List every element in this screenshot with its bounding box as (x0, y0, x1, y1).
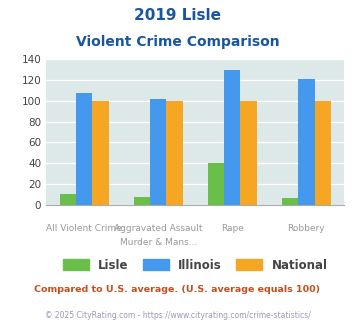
Text: Murder & Mans...: Murder & Mans... (120, 238, 197, 247)
Text: Aggravated Assault: Aggravated Assault (114, 224, 202, 233)
Text: © 2025 CityRating.com - https://www.cityrating.com/crime-statistics/: © 2025 CityRating.com - https://www.city… (45, 311, 310, 320)
Bar (208, 163, 224, 205)
Text: All Violent Crime: All Violent Crime (46, 224, 122, 233)
Bar (166, 101, 183, 205)
Bar (150, 99, 166, 205)
Text: Rape: Rape (221, 224, 244, 233)
Bar (282, 198, 298, 205)
Text: 2019 Lisle: 2019 Lisle (134, 8, 221, 23)
Bar (92, 101, 109, 205)
Bar (76, 93, 92, 205)
Text: Violent Crime Comparison: Violent Crime Comparison (76, 35, 279, 49)
Text: Robbery: Robbery (288, 224, 325, 233)
Bar (60, 194, 76, 205)
Bar (315, 101, 331, 205)
Bar (298, 79, 315, 205)
Bar (134, 197, 150, 205)
Legend: Lisle, Illinois, National: Lisle, Illinois, National (58, 254, 332, 277)
Bar (224, 70, 240, 205)
Bar (240, 101, 257, 205)
Text: Compared to U.S. average. (U.S. average equals 100): Compared to U.S. average. (U.S. average … (34, 285, 321, 294)
